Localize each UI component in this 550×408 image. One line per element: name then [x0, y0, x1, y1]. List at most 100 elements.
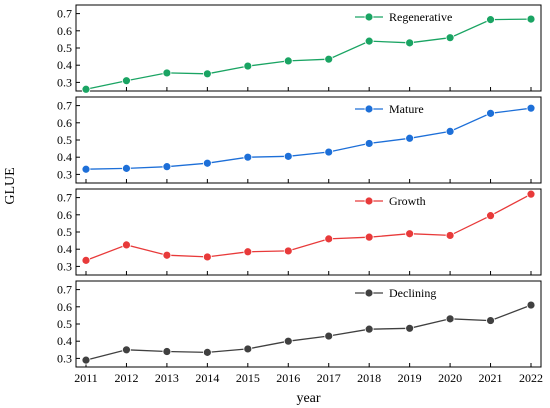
- y-tick-label: 0.6: [57, 116, 72, 130]
- data-point-growth: [486, 211, 495, 221]
- data-point-declining: [445, 314, 455, 324]
- panel-mature: 0.3 0.4 0.5 0.6 0.7 Mature: [57, 96, 542, 184]
- data-point-declining: [324, 331, 334, 341]
- x-axis: 2011 2012 2013 2014 2015 2016 2017 2018 2019 2020…: [74, 371, 543, 385]
- data-point-mature: [81, 164, 91, 174]
- data-point-mature: [445, 126, 455, 136]
- panel-frame: [75, 96, 542, 184]
- data-point-regenerative: [364, 36, 374, 46]
- x-tick-label: 2011: [74, 371, 98, 385]
- data-point-declining: [243, 344, 253, 354]
- data-point-growth: [405, 229, 415, 239]
- x-tick-label: 2020: [438, 371, 462, 385]
- legend-label: Declining: [389, 286, 436, 300]
- legend-mature: Mature: [355, 102, 424, 116]
- y-tick-label: 0.6: [57, 300, 72, 314]
- x-tick-label: 2022: [519, 371, 543, 385]
- data-point-regenerative: [202, 69, 212, 79]
- data-point-declining: [283, 336, 293, 346]
- panel-frame: [75, 280, 542, 368]
- y-tick-label: 0.3: [57, 75, 72, 89]
- data-point-growth: [202, 252, 212, 262]
- legend-regenerative: Regenerative: [355, 10, 452, 24]
- data-point-mature: [283, 151, 293, 161]
- y-tick-label: 0.4: [57, 58, 72, 72]
- data-point-mature: [243, 152, 253, 162]
- data-point-growth: [364, 232, 374, 242]
- x-tick-label: 2013: [155, 371, 179, 385]
- data-point-declining: [81, 355, 91, 365]
- y-tick-label: 0.3: [57, 167, 72, 181]
- x-tick-label: 2017: [317, 371, 341, 385]
- y-tick-label: 0.7: [57, 283, 72, 297]
- y-tick-label: 0.3: [57, 351, 72, 365]
- data-point-regenerative: [405, 38, 415, 48]
- x-axis-label: year: [296, 391, 320, 406]
- data-point-mature: [486, 108, 495, 118]
- y-tick-label: 0.4: [57, 334, 72, 348]
- data-point-mature: [122, 163, 131, 173]
- y-tick-label: 0.3: [57, 259, 72, 273]
- y-tick-label: 0.6: [57, 24, 72, 38]
- legend-growth: Growth: [355, 194, 426, 208]
- data-point-mature: [202, 158, 212, 168]
- y-tick-label: 0.4: [57, 242, 72, 256]
- data-point-growth: [324, 234, 334, 244]
- data-point-regenerative: [445, 33, 455, 43]
- y-tick-label: 0.5: [57, 317, 72, 331]
- legend-marker: [364, 12, 374, 22]
- data-point-declining: [405, 323, 415, 333]
- data-point-regenerative: [283, 56, 293, 66]
- panel-regenerative: 0.3 0.4 0.5 0.6 0.7 Regenerative: [57, 4, 542, 94]
- legend-marker: [364, 288, 374, 298]
- legend-declining: Declining: [355, 286, 436, 300]
- y-axis-label: GLUE: [3, 167, 18, 204]
- legend-marker: [364, 104, 374, 114]
- data-point-growth: [243, 247, 253, 257]
- data-point-growth: [526, 189, 536, 199]
- panel-frame: [75, 4, 542, 92]
- data-point-growth: [81, 255, 91, 265]
- series-line-growth: [85, 193, 532, 262]
- x-tick-label: 2021: [479, 371, 503, 385]
- y-tick-label: 0.5: [57, 133, 72, 147]
- series-line-regenerative: [85, 18, 532, 90]
- data-point-declining: [486, 316, 495, 325]
- x-tick-label: 2012: [114, 371, 138, 385]
- panel-frame: [75, 188, 542, 276]
- chart-panels: 0.30.40.50.60.7 Regenerative0.30.40.50.60…: [57, 4, 542, 368]
- data-point-declining: [526, 300, 536, 310]
- y-tick-label: 0.4: [57, 150, 72, 164]
- legend-label: Growth: [389, 194, 426, 208]
- data-point-growth: [162, 250, 172, 260]
- data-point-mature: [364, 139, 374, 148]
- x-tick-label: 2014: [195, 371, 219, 385]
- x-tick-label: 2016: [276, 371, 300, 385]
- legend-label: Regenerative: [389, 10, 452, 24]
- x-tick-label: 2019: [398, 371, 422, 385]
- series-line-declining: [85, 304, 532, 361]
- data-point-declining: [364, 324, 374, 334]
- y-tick-label: 0.7: [57, 191, 72, 205]
- y-tick-label: 0.5: [57, 225, 72, 239]
- legend-label: Mature: [389, 102, 424, 116]
- y-tick-label: 0.7: [57, 99, 72, 113]
- data-point-regenerative: [122, 76, 131, 86]
- y-tick-label: 0.6: [57, 208, 72, 222]
- panel-growth: 0.3 0.4 0.5 0.6 0.7 Growth: [57, 188, 542, 276]
- y-tick-label: 0.7: [57, 7, 72, 21]
- data-point-regenerative: [486, 15, 495, 25]
- x-tick-label: 2018: [357, 371, 381, 385]
- legend-marker: [364, 196, 374, 206]
- data-point-growth: [122, 240, 131, 250]
- data-point-declining: [202, 347, 212, 357]
- y-tick-label: 0.5: [57, 41, 72, 55]
- data-point-mature: [162, 162, 172, 172]
- data-point-regenerative: [324, 54, 334, 64]
- data-point-growth: [283, 246, 293, 256]
- panel-declining: 0.3 0.4 0.5 0.6 0.7 Declining: [57, 280, 542, 368]
- series-line-mature: [85, 107, 532, 170]
- data-point-regenerative: [243, 61, 253, 71]
- data-point-regenerative: [81, 84, 91, 94]
